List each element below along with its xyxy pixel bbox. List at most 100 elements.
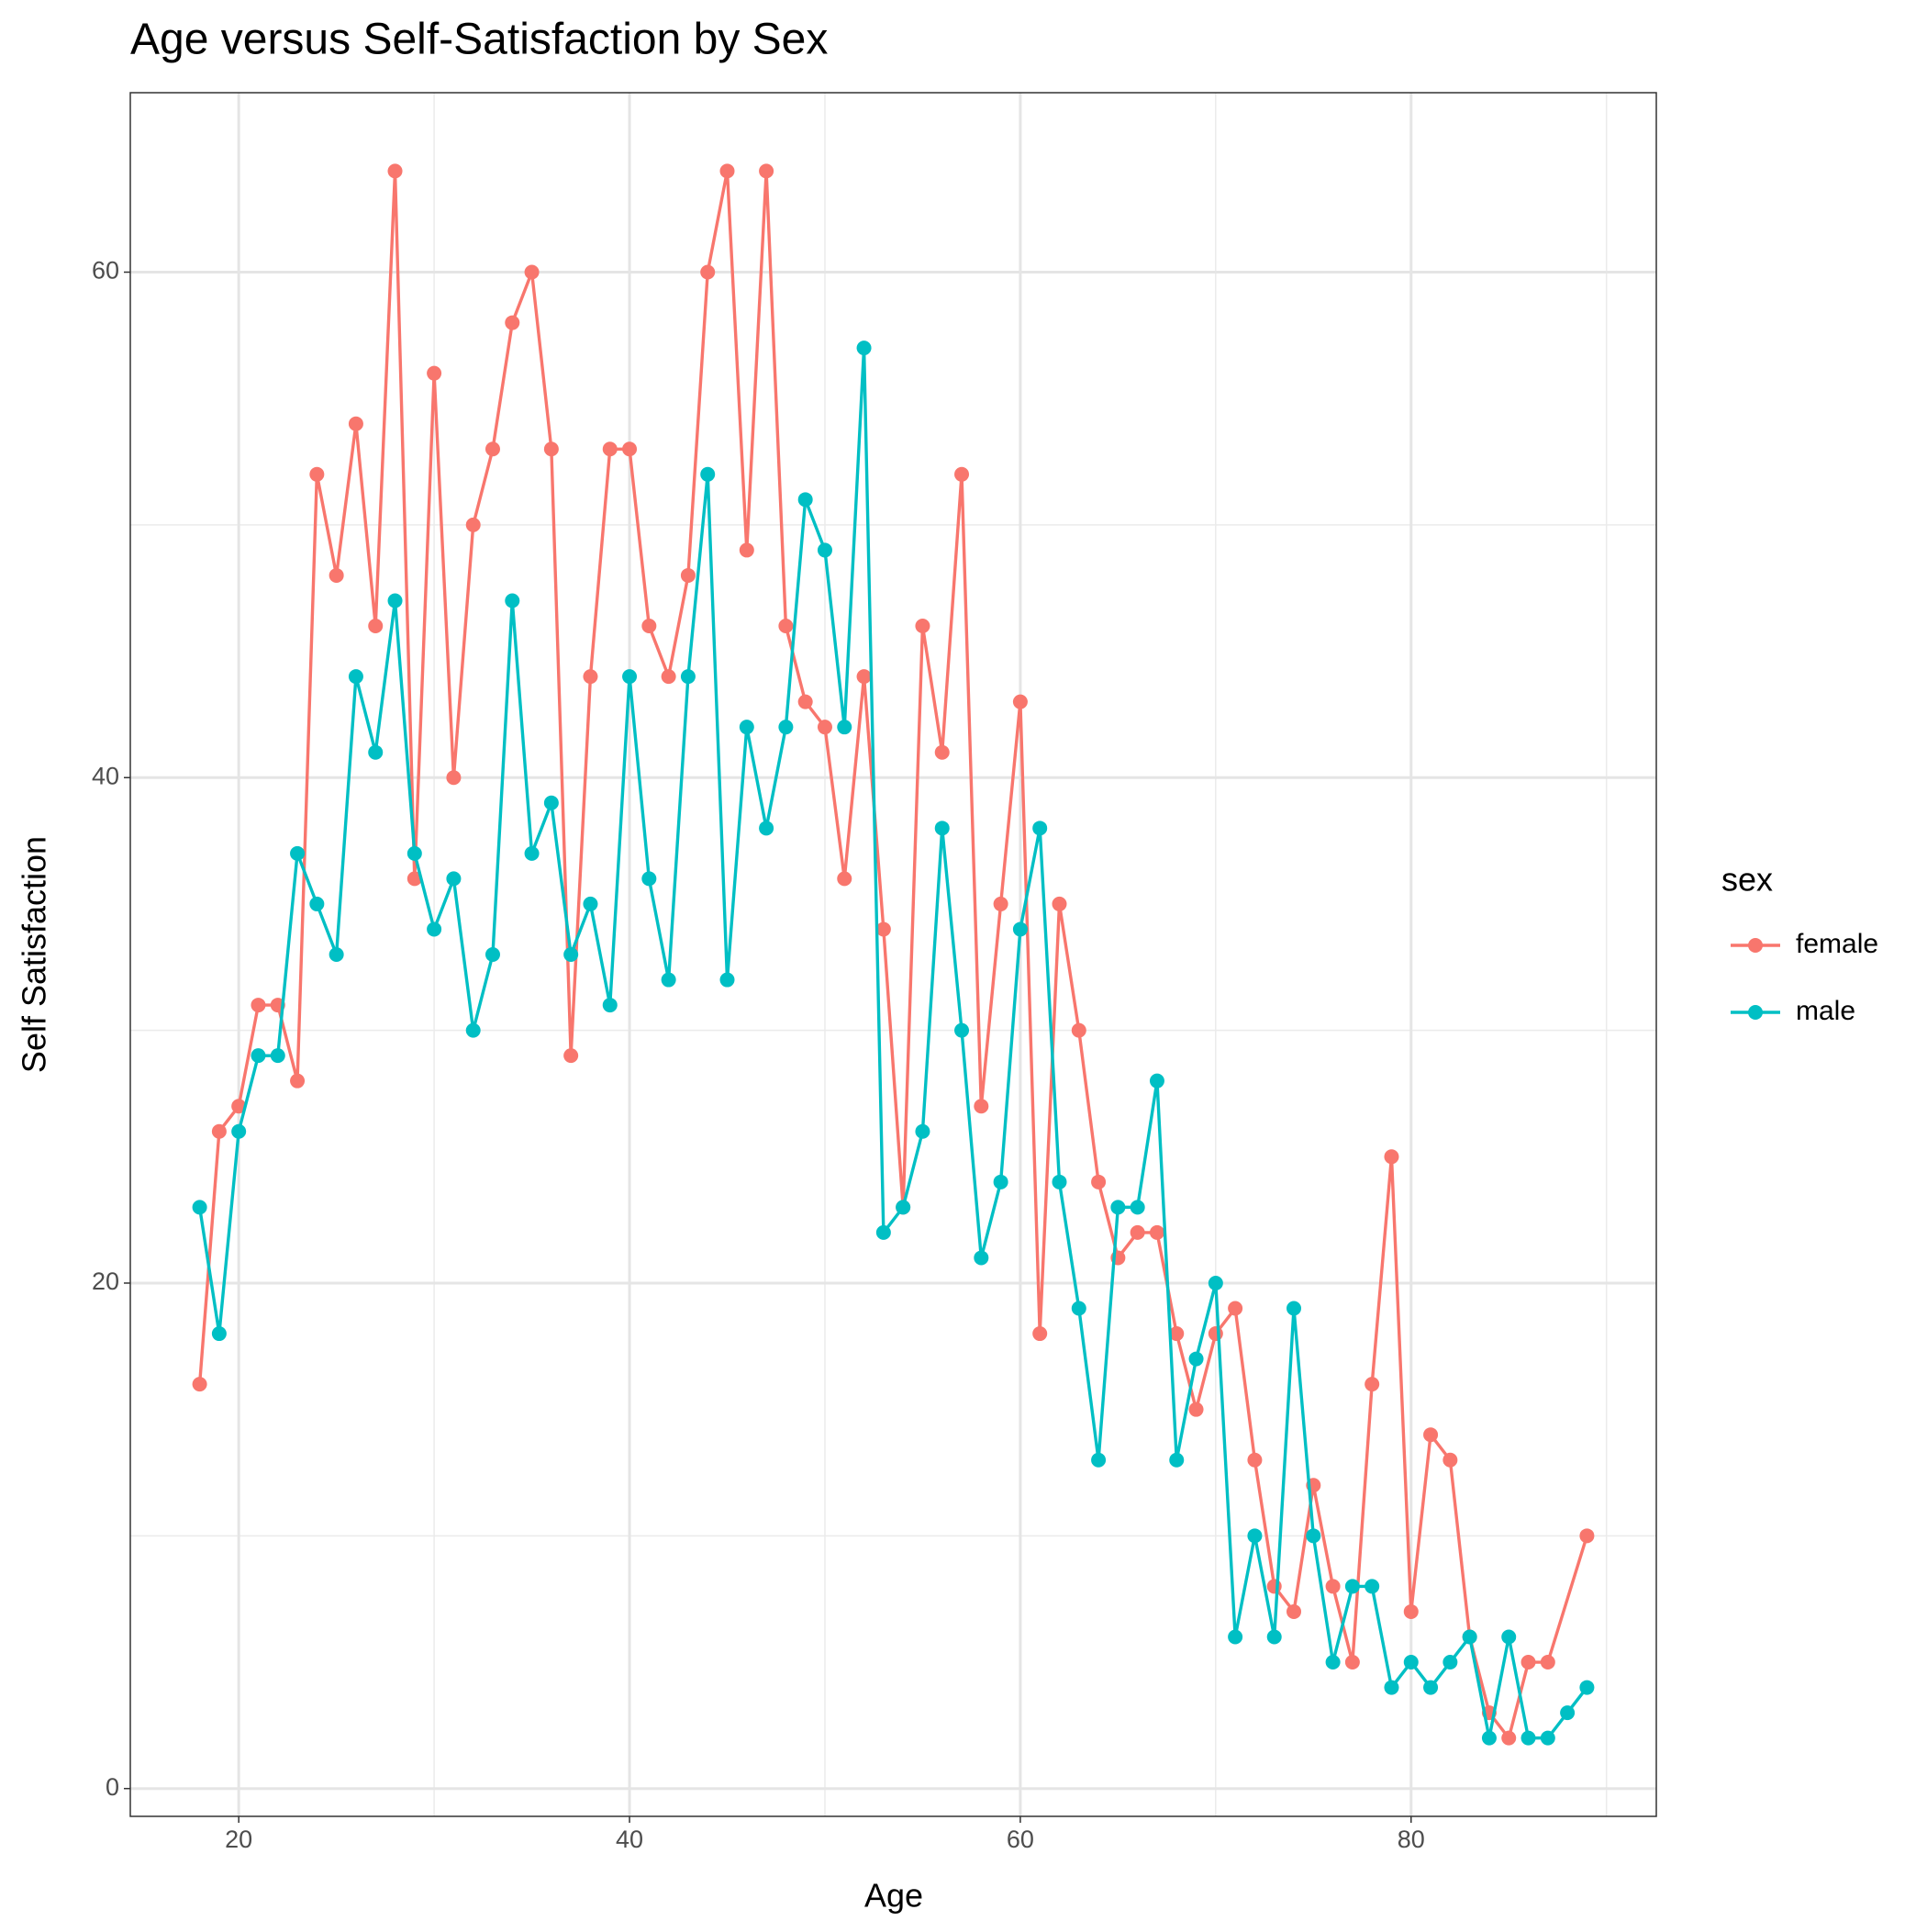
data-point bbox=[1149, 1073, 1164, 1089]
data-point bbox=[348, 669, 363, 685]
data-point bbox=[1247, 1528, 1263, 1544]
data-point bbox=[641, 619, 657, 634]
legend-label: male bbox=[1796, 996, 1855, 1026]
data-point bbox=[896, 1200, 911, 1215]
data-point bbox=[1012, 694, 1028, 709]
data-point bbox=[837, 720, 852, 735]
data-point bbox=[1266, 1579, 1282, 1594]
data-point bbox=[797, 492, 813, 508]
data-point bbox=[1247, 1452, 1263, 1468]
data-point bbox=[915, 1123, 930, 1139]
data-point bbox=[348, 416, 363, 431]
data-point bbox=[329, 947, 344, 962]
data-point bbox=[231, 1099, 247, 1114]
x-tick-label: 60 bbox=[1007, 1826, 1034, 1853]
data-point bbox=[915, 619, 930, 634]
chart-title: Age versus Self-Satisfaction by Sex bbox=[130, 16, 828, 64]
data-point bbox=[387, 593, 403, 609]
data-point bbox=[680, 567, 696, 583]
data-point bbox=[837, 871, 852, 887]
data-point bbox=[427, 365, 442, 381]
data-point bbox=[407, 871, 422, 887]
data-point bbox=[1032, 1326, 1048, 1342]
data-point bbox=[1501, 1629, 1517, 1645]
data-point bbox=[543, 795, 559, 810]
data-point bbox=[739, 542, 754, 558]
data-point bbox=[974, 1099, 989, 1114]
data-point bbox=[563, 1048, 579, 1064]
data-point bbox=[329, 567, 344, 583]
legend-label: female bbox=[1796, 929, 1878, 959]
data-point bbox=[1130, 1224, 1145, 1240]
data-point bbox=[583, 896, 598, 911]
data-point bbox=[856, 669, 872, 685]
data-point bbox=[1423, 1427, 1439, 1443]
data-point bbox=[954, 466, 970, 482]
data-point bbox=[719, 972, 735, 988]
data-point bbox=[1071, 1301, 1086, 1316]
data-point bbox=[368, 619, 384, 634]
data-point bbox=[602, 441, 618, 457]
data-point bbox=[739, 720, 754, 735]
x-tick-label: 80 bbox=[1398, 1826, 1425, 1853]
data-point bbox=[641, 871, 657, 887]
data-point bbox=[1287, 1301, 1302, 1316]
data-point bbox=[524, 845, 540, 861]
data-point bbox=[446, 770, 462, 786]
data-point bbox=[543, 441, 559, 457]
data-point bbox=[1188, 1351, 1204, 1367]
y-tick-label: 0 bbox=[106, 1773, 119, 1801]
data-point bbox=[1306, 1528, 1321, 1544]
data-point bbox=[1228, 1301, 1243, 1316]
data-point bbox=[211, 1326, 227, 1342]
data-point bbox=[1520, 1730, 1536, 1746]
data-point bbox=[505, 315, 520, 330]
data-point bbox=[875, 921, 891, 937]
data-point bbox=[1266, 1629, 1282, 1645]
data-point bbox=[407, 845, 422, 861]
data-point bbox=[1520, 1655, 1536, 1670]
data-point bbox=[974, 1250, 989, 1266]
data-point bbox=[1052, 896, 1067, 911]
data-point bbox=[1462, 1629, 1477, 1645]
data-point bbox=[1560, 1705, 1576, 1721]
data-point bbox=[1130, 1200, 1145, 1215]
data-point bbox=[1384, 1149, 1399, 1165]
data-point bbox=[485, 441, 500, 457]
data-point bbox=[1501, 1730, 1517, 1746]
data-point bbox=[1287, 1603, 1302, 1619]
data-point bbox=[661, 669, 676, 685]
data-point bbox=[309, 466, 325, 482]
data-point bbox=[1364, 1579, 1380, 1594]
data-point bbox=[290, 845, 306, 861]
data-point bbox=[1188, 1402, 1204, 1417]
data-point bbox=[1364, 1377, 1380, 1392]
data-point bbox=[1091, 1174, 1107, 1189]
data-point bbox=[954, 1022, 970, 1038]
data-point bbox=[1052, 1174, 1067, 1189]
data-point bbox=[192, 1377, 207, 1392]
data-point bbox=[446, 871, 462, 887]
data-point bbox=[1442, 1655, 1458, 1670]
data-point bbox=[856, 341, 872, 356]
data-point bbox=[622, 441, 638, 457]
data-point bbox=[1208, 1326, 1223, 1342]
data-point bbox=[1579, 1680, 1595, 1695]
data-point bbox=[465, 517, 481, 532]
data-point bbox=[817, 720, 832, 735]
data-point bbox=[1032, 821, 1048, 836]
data-point bbox=[309, 896, 325, 911]
data-point bbox=[993, 1174, 1008, 1189]
data-point bbox=[700, 466, 716, 482]
data-point bbox=[817, 542, 832, 558]
data-point bbox=[661, 972, 676, 988]
data-point bbox=[993, 896, 1008, 911]
data-point bbox=[192, 1200, 207, 1215]
data-point bbox=[1540, 1655, 1555, 1670]
y-axis-title: Self Satisfaction bbox=[16, 836, 53, 1073]
x-axis-title: Age bbox=[864, 1877, 923, 1915]
data-point bbox=[680, 669, 696, 685]
data-point bbox=[602, 998, 618, 1013]
data-point bbox=[875, 1224, 891, 1240]
